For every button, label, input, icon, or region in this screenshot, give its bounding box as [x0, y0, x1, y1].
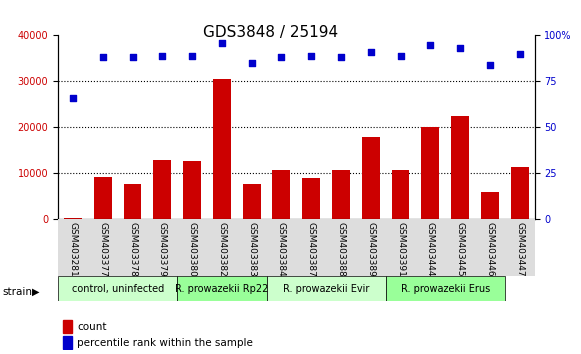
Text: R. prowazekii Rp22: R. prowazekii Rp22	[175, 284, 268, 293]
Bar	[63, 320, 73, 333]
Text: GSM403378: GSM403378	[128, 222, 137, 277]
Text: R. prowazekii Erus: R. prowazekii Erus	[400, 284, 490, 293]
Bar	[124, 184, 141, 219]
Text: ▶: ▶	[32, 287, 40, 297]
Bar	[183, 161, 201, 219]
Bar	[272, 170, 290, 219]
Text: GSM403388: GSM403388	[336, 222, 346, 277]
Bar	[451, 116, 469, 219]
Text: GDS3848 / 25194: GDS3848 / 25194	[203, 25, 339, 40]
Bar	[481, 192, 498, 219]
FancyBboxPatch shape	[58, 219, 535, 276]
Text: GSM403382: GSM403382	[217, 222, 227, 277]
Text: GSM403447: GSM403447	[515, 222, 524, 277]
FancyBboxPatch shape	[58, 276, 177, 301]
Point	[307, 53, 316, 58]
Text: GSM403379: GSM403379	[158, 222, 167, 277]
Point	[128, 55, 137, 60]
Text: GSM403444: GSM403444	[426, 222, 435, 277]
Bar	[243, 184, 260, 219]
Bar	[392, 170, 410, 219]
Text: GSM403389: GSM403389	[366, 222, 375, 277]
FancyBboxPatch shape	[177, 276, 267, 301]
Bar	[153, 160, 171, 219]
Bar	[213, 79, 231, 219]
FancyBboxPatch shape	[267, 276, 386, 301]
Text: control, uninfected: control, uninfected	[71, 284, 164, 293]
Point	[98, 55, 107, 60]
Point	[366, 49, 375, 55]
Bar	[94, 177, 112, 219]
Text: GSM403446: GSM403446	[485, 222, 494, 277]
Point	[456, 45, 465, 51]
Point	[277, 55, 286, 60]
Bar	[332, 170, 350, 219]
FancyBboxPatch shape	[386, 276, 505, 301]
Point	[188, 53, 197, 58]
Point	[157, 53, 167, 58]
Text: GSM403445: GSM403445	[456, 222, 465, 277]
Bar	[511, 166, 529, 219]
Point	[69, 95, 78, 101]
Point	[396, 53, 405, 58]
Point	[515, 51, 524, 57]
Text: GSM403387: GSM403387	[307, 222, 315, 277]
Text: count: count	[77, 322, 107, 332]
Bar	[63, 336, 73, 349]
Point	[247, 60, 256, 66]
Bar	[64, 218, 82, 219]
Text: percentile rank within the sample: percentile rank within the sample	[77, 338, 253, 348]
Point	[485, 62, 494, 68]
Bar	[302, 178, 320, 219]
Text: strain: strain	[3, 287, 33, 297]
Bar	[362, 137, 379, 219]
Text: GSM403391: GSM403391	[396, 222, 405, 277]
Bar	[421, 127, 439, 219]
Text: R. prowazekii Evir: R. prowazekii Evir	[283, 284, 370, 293]
Point	[426, 42, 435, 47]
Point	[217, 40, 227, 46]
Text: GSM403281: GSM403281	[69, 222, 77, 277]
Text: GSM403380: GSM403380	[188, 222, 196, 277]
Text: GSM403384: GSM403384	[277, 222, 286, 277]
Text: GSM403383: GSM403383	[247, 222, 256, 277]
Point	[336, 55, 346, 60]
Text: GSM403377: GSM403377	[98, 222, 107, 277]
